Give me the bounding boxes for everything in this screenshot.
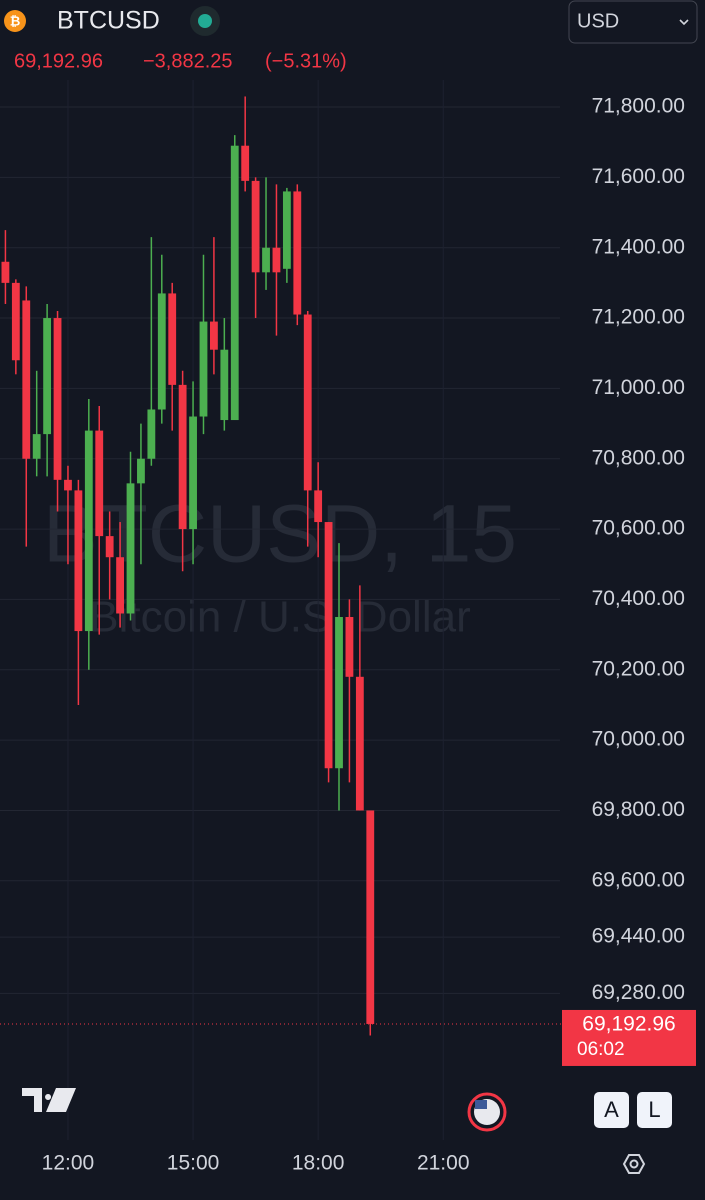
symbol[interactable]: BTCUSD bbox=[57, 7, 160, 35]
watermark: BTCUSD, 15 Bitcoin / U.S. Dollar bbox=[43, 489, 517, 642]
change-pct: (−5.31%) bbox=[265, 50, 347, 72]
x-tick-label: 12:00 bbox=[42, 1152, 95, 1175]
x-tick-label: 21:00 bbox=[417, 1152, 470, 1175]
currency-select[interactable] bbox=[568, 0, 698, 44]
candle-body bbox=[22, 300, 31, 459]
candle-body bbox=[189, 416, 197, 530]
candle-body bbox=[11, 282, 20, 361]
y-tick-label: 70,000.00 bbox=[592, 728, 685, 751]
candle-body bbox=[345, 617, 354, 677]
currency: USD bbox=[577, 10, 619, 32]
auto-button[interactable] bbox=[594, 1092, 629, 1128]
candle-body bbox=[32, 434, 41, 459]
candle-body bbox=[199, 321, 208, 417]
candle-body bbox=[355, 676, 364, 811]
flag-ring[interactable] bbox=[467, 1092, 507, 1132]
candle-body bbox=[53, 318, 62, 480]
y-tick-label: 69,440.00 bbox=[592, 925, 685, 948]
x-tick-label: 18:00 bbox=[292, 1152, 345, 1175]
y-tick-label: 71,800.00 bbox=[592, 95, 685, 118]
y-tick-label: 70,400.00 bbox=[592, 587, 685, 610]
watermark-subtitle: Bitcoin / U.S. Dollar bbox=[89, 593, 470, 642]
candle-body bbox=[43, 318, 52, 435]
candle-body bbox=[64, 479, 72, 491]
candle-body bbox=[230, 145, 239, 421]
candle-body bbox=[84, 430, 93, 632]
coin-glyph: ₿ bbox=[10, 13, 21, 28]
y-tick-label: 71,600.00 bbox=[592, 165, 685, 188]
y-tick-label: 70,800.00 bbox=[592, 446, 685, 469]
candle-body bbox=[1, 261, 10, 283]
scale-button-label: L bbox=[648, 1097, 660, 1122]
y-tick-label: 70,600.00 bbox=[592, 517, 685, 540]
coin-icon bbox=[4, 10, 26, 32]
x-tick-label: 15:00 bbox=[167, 1152, 220, 1175]
price: 69,192.96 bbox=[14, 50, 103, 72]
y-tick-label: 70,200.00 bbox=[592, 657, 685, 680]
price-tag bbox=[562, 1009, 696, 1066]
candle-body bbox=[116, 557, 124, 614]
y-tick-label: 71,000.00 bbox=[592, 376, 685, 399]
y-tick-label: 71,400.00 bbox=[592, 235, 685, 258]
status-dot bbox=[198, 14, 212, 28]
settings-dot bbox=[629, 1159, 639, 1169]
y-tick-label: 69,800.00 bbox=[592, 798, 685, 821]
candle-body bbox=[105, 536, 114, 558]
flag-canton bbox=[475, 1100, 487, 1109]
countdown: 06:02 bbox=[577, 1039, 625, 1060]
settings-icon[interactable] bbox=[622, 1154, 646, 1174]
y-tick-label: 69,600.00 bbox=[592, 868, 685, 891]
candle-body bbox=[324, 522, 333, 769]
candle-body bbox=[335, 617, 343, 769]
candle-body bbox=[168, 293, 177, 385]
candle-body bbox=[74, 490, 83, 632]
tv-logo bbox=[22, 1088, 76, 1112]
candle-body bbox=[303, 314, 312, 491]
candle-body bbox=[157, 293, 166, 410]
y-tick-label: 71,200.00 bbox=[592, 306, 685, 329]
candle-body bbox=[241, 145, 250, 181]
price-tag-label: 69,192.96 bbox=[582, 1013, 675, 1036]
log-button[interactable] bbox=[637, 1092, 672, 1128]
candle-body bbox=[220, 349, 229, 421]
candle-body bbox=[126, 483, 135, 614]
candle-body bbox=[314, 490, 323, 523]
candle-body bbox=[282, 191, 291, 269]
candle-body bbox=[210, 321, 218, 350]
candle-body bbox=[251, 180, 260, 273]
y-tick-label: 69,280.00 bbox=[592, 981, 685, 1004]
watermark-title: BTCUSD, 15 bbox=[43, 489, 517, 580]
candle-body bbox=[272, 247, 281, 273]
change: −3,882.25 bbox=[143, 50, 233, 72]
candle-body bbox=[95, 430, 104, 537]
candle-body bbox=[293, 191, 302, 315]
candle-body bbox=[366, 810, 375, 1024]
dropdown-arrow bbox=[679, 19, 689, 26]
candle-body bbox=[262, 247, 270, 273]
scale-button-label: A bbox=[604, 1097, 619, 1122]
candle-body bbox=[137, 458, 145, 484]
candle-body bbox=[147, 409, 156, 459]
candle-body bbox=[178, 384, 187, 530]
